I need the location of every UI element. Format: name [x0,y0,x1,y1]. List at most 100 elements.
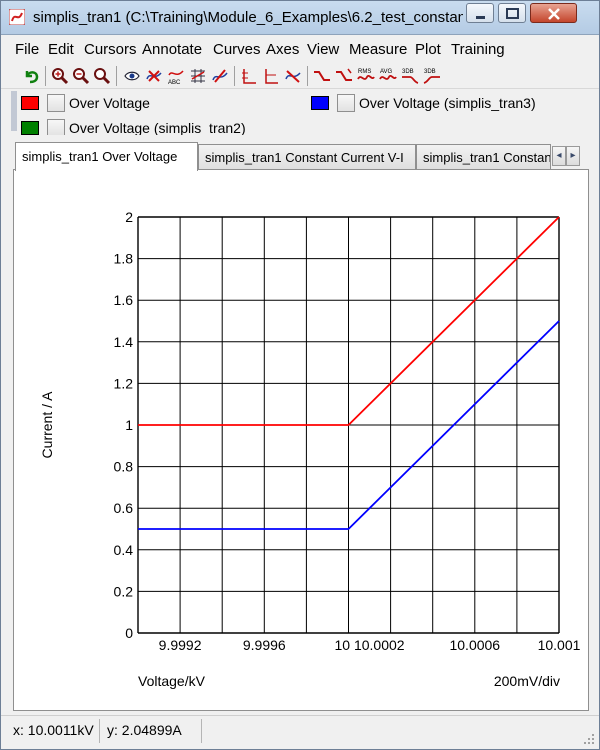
avg-icon[interactable]: AVG [379,67,397,85]
menu-annotate[interactable]: Annotate [142,41,202,58]
chart-series [138,216,560,530]
minimize-icon [476,16,485,19]
legend-checkbox[interactable] [337,94,355,112]
minimize-button[interactable] [466,3,494,23]
x-tick-label: 9.9992 [159,637,202,653]
zoom-fit-icon[interactable] [93,67,111,85]
toolbar-separator [234,66,235,86]
avg-label: AVG [380,69,393,75]
menu-axes[interactable]: Axes [266,41,299,58]
toolbar-separator [116,66,117,86]
edit-curve-icon[interactable] [211,67,229,85]
legend-entry[interactable]: Over Voltage [21,94,281,114]
status-divider [201,719,202,743]
legend-swatch-green [21,121,39,135]
legend-checkbox[interactable] [47,94,65,112]
y-tick-label: 0.2 [114,583,134,599]
toolbar-separator [307,66,308,86]
menu-bar: File Edit Cursors Annotate Curves Axes V… [1,35,599,63]
legend-swatch-red [21,96,39,110]
tab-label: simplis_tran1 Constant [423,150,551,165]
close-button[interactable] [530,3,577,23]
y-tick-label: 0.6 [114,500,134,516]
legend-checkbox[interactable] [47,119,65,135]
maximize-icon [506,8,519,19]
legend-entry[interactable]: Over Voltage (simplis_tran3) [311,94,591,114]
svg-text:ABC: ABC [168,80,181,85]
simplis-app-icon [9,9,25,25]
tab-over-voltage[interactable]: simplis_tran1 Over Voltage [15,142,198,171]
chevron-left-icon: ◂ [556,150,562,161]
y-tick-label: 1.6 [114,292,134,308]
x-division-label: 200mV/div [494,673,560,689]
maximize-button[interactable] [498,3,526,23]
series-line [138,320,560,530]
legend-label: Over Voltage (simplis_tran3) [359,95,536,111]
x-axis-label: Voltage/kV [138,673,206,689]
menu-plot-label: Plot [415,41,441,58]
menu-cursors-label: Cursors [84,41,137,58]
3db-high-icon[interactable]: 3DB [423,67,441,85]
menu-axes-label: Axes [266,41,300,58]
x-tick-label: 9.9996 [243,637,286,653]
add-grid-icon[interactable] [189,67,207,85]
tab-constant[interactable]: simplis_tran1 Constant [416,144,551,170]
rms-label: RMS [358,69,371,75]
close-icon [548,8,560,20]
menu-training[interactable]: Training [451,41,505,58]
status-divider [99,719,100,743]
menu-view[interactable]: View [307,41,339,58]
zoom-in-icon[interactable] [51,67,69,85]
series-line [138,216,560,426]
curve-prop-icon[interactable] [284,67,302,85]
tab-scroll-left-button[interactable]: ◂ [552,146,566,166]
tab-label: simplis_tran1 Over Voltage [22,149,178,164]
tab-label: simplis_tran1 Constant Current V-I [205,150,404,165]
rms-icon[interactable]: RMS [357,67,375,85]
menu-measure-label: Measure [349,41,408,58]
menu-measure[interactable]: Measure [349,41,407,58]
y-axis-label: Current / A [39,391,55,459]
curve-legend: Over Voltage Over Voltage (simplis_tran3… [1,89,599,135]
menu-annotate-label: Annotate [142,41,203,58]
legend-grip[interactable] [11,91,17,131]
tab-scroll-right-button[interactable]: ▸ [566,146,580,166]
menu-view-label: View [307,41,340,58]
separate-axes-icon[interactable] [240,67,258,85]
delete-curve-icon[interactable] [145,67,163,85]
menu-curves[interactable]: Curves [213,41,261,58]
y-tick-label: 0 [125,625,133,641]
rise-icon[interactable] [313,67,331,85]
legend-entry[interactable]: Over Voltage (simplis_tran2) [21,119,281,135]
rename-curve-icon[interactable]: ABC [167,67,185,85]
toolbar-separator [45,66,46,86]
eye-icon[interactable] [123,67,141,85]
x-tick-label: 10.001 [538,637,581,653]
y-tick-label: 2 [125,209,133,225]
menu-training-label: Training [451,41,505,58]
zoom-out-icon[interactable] [72,67,90,85]
menu-file[interactable]: File [15,41,39,58]
x-tick-label: 10 10.0002 [335,637,405,653]
waveform-chart[interactable]: 0 0.2 0.4 0.6 0.8 1 1.2 1.4 1.6 1.8 2 9.9992 9.9996… [14,170,588,710]
3db-low-icon[interactable]: 3DB [401,67,419,85]
menu-edit[interactable]: Edit [48,41,74,58]
y-tick-labels: 0 0.2 0.4 0.6 0.8 1 1.2 1.4 1.6 1.8 2 [114,209,134,641]
y-tick-label: 0.4 [114,542,134,558]
3db-label: 3DB [402,69,414,75]
stack-axes-icon[interactable] [262,67,280,85]
resize-grip-icon[interactable] [583,733,595,745]
plot-area[interactable]: 0 0.2 0.4 0.6 0.8 1 1.2 1.4 1.6 1.8 2 9.9992 9.9996… [13,169,589,711]
window-title: simplis_tran1 (C:\Training\Module_6_Exam… [33,9,463,26]
title-bar[interactable]: simplis_tran1 (C:\Training\Module_6_Exam… [1,1,599,35]
fall-icon[interactable] [335,67,353,85]
legend-label: Over Voltage [69,95,150,111]
tab-constant-current-vi[interactable]: simplis_tran1 Constant Current V-I [198,144,416,170]
menu-cursors[interactable]: Cursors [84,41,137,58]
undo-icon[interactable] [23,67,41,85]
cursor-x-readout: x: 10.0011kV [13,722,94,738]
toolbar: ABC RMS AVG [1,63,599,89]
menu-plot[interactable]: Plot [415,41,441,58]
x-tick-label: 10.0006 [449,637,500,653]
